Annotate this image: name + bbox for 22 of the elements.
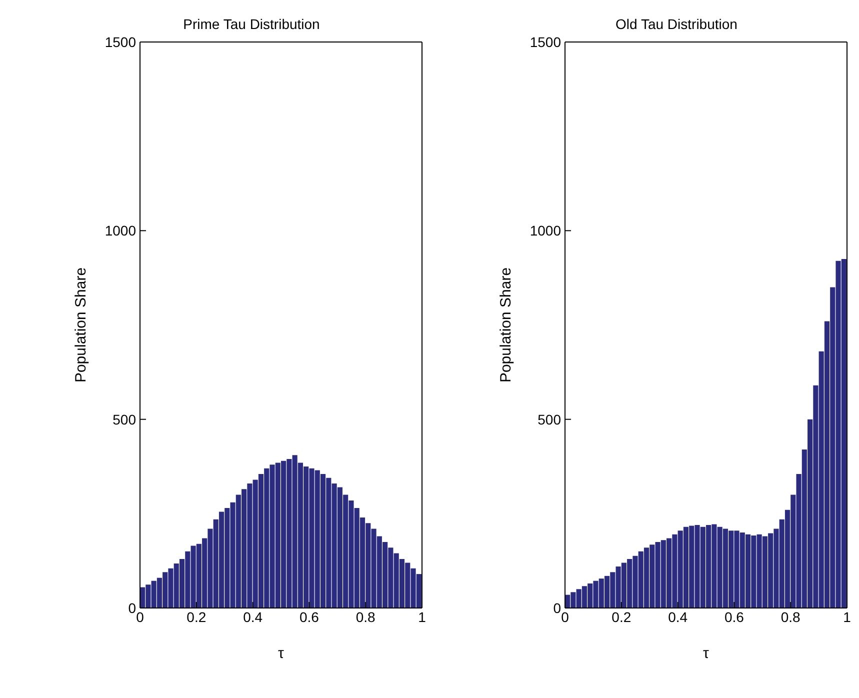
x-tick-label: 0.4 (668, 608, 688, 625)
x-tick-label: 0.8 (780, 608, 801, 625)
x-tick-label: 0.6 (299, 608, 320, 625)
x-axis-title: τ (703, 645, 710, 662)
x-tick-label: 0.8 (356, 608, 376, 625)
x-tick-label: 0.2 (612, 608, 632, 625)
chart-title: Old Tau Distribution (614, 16, 738, 32)
x-tick-label: 0.6 (724, 608, 744, 625)
x-tick-label: 0.4 (243, 608, 263, 625)
y-axis-title: Population Share (72, 267, 90, 383)
y-tick-label: 500 (538, 411, 562, 428)
x-tick-label: 1 (843, 608, 852, 625)
y-tick-label: 1500 (104, 34, 136, 50)
y-tick-label: 1000 (104, 222, 136, 239)
chart-title: Prime Tau Distribution (182, 16, 321, 32)
x-tick-label: 0.2 (186, 608, 206, 625)
y-tick-label: 1500 (530, 34, 562, 50)
y-axis-title: Population Share (497, 267, 514, 383)
x-tick-label: 1 (418, 608, 426, 625)
y-tick-label: 500 (112, 411, 136, 428)
x-axis-title: τ (278, 645, 284, 662)
y-tick-label: 1000 (530, 222, 562, 239)
